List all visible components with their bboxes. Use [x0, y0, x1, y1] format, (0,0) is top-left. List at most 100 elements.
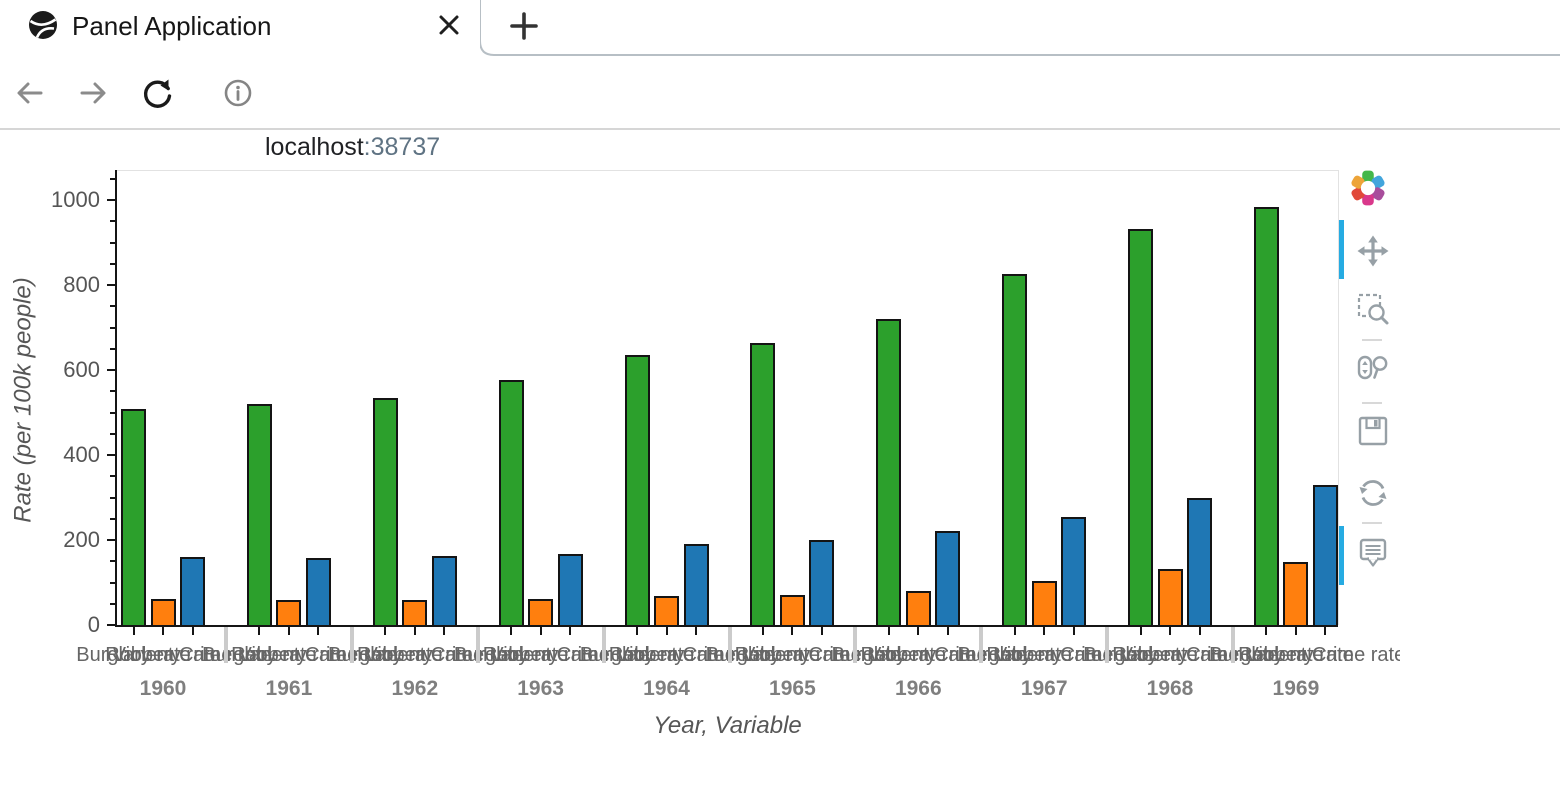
x-group-label: 1966: [894, 677, 942, 700]
y-tick-label: 0: [87, 612, 100, 637]
hover-tool-button[interactable]: [1356, 536, 1390, 570]
x-bar-tick: [569, 627, 572, 635]
reload-button[interactable]: [140, 76, 174, 110]
x-bar-tick: [132, 627, 135, 635]
bar: [557, 554, 583, 625]
bar: [1283, 562, 1309, 625]
plot-border-right: [1338, 170, 1339, 625]
y-minor-tick: [110, 432, 115, 435]
x-group-label: 1965: [769, 677, 816, 700]
x-bar-tick: [443, 627, 446, 635]
y-tick-label: 600: [63, 357, 100, 382]
x-group-label: 1967: [1020, 677, 1068, 700]
globe-favicon-icon: [29, 11, 57, 39]
bar: [180, 557, 205, 625]
back-button[interactable]: [13, 76, 47, 110]
group-separator: [1231, 627, 1235, 663]
box-zoom-tool-button[interactable]: [1356, 292, 1390, 326]
site-info-icon[interactable]: [221, 76, 255, 110]
x-axis-label: Year, Variable: [653, 712, 802, 739]
save-tool-button[interactable]: [1356, 414, 1390, 448]
bar: [779, 595, 805, 625]
x-category-label: Burglary rate: [1083, 644, 1198, 666]
y-minor-tick: [110, 241, 115, 244]
x-category-label: Violent Crime rate: [490, 644, 650, 666]
group-separator: [853, 627, 858, 663]
y-tick-label: 1000: [51, 187, 100, 212]
bar: [1157, 569, 1183, 625]
x-category-label: Burglary rate: [76, 644, 191, 666]
y-minor-tick: [110, 560, 115, 563]
group-separator: [727, 627, 732, 663]
x-category-label: Violent Crime rate: [364, 644, 525, 666]
y-major-tick: [107, 624, 115, 626]
bar: [935, 531, 961, 625]
x-category-label: Robbery rate: [356, 644, 473, 666]
hover-active-indicator: [1339, 526, 1344, 585]
x-category-label: Burglary rate: [957, 644, 1072, 666]
x-bar-tick: [1198, 627, 1201, 635]
y-minor-tick: [110, 411, 115, 414]
bar: [1061, 517, 1087, 625]
bokeh-logo-icon[interactable]: [1347, 167, 1389, 209]
address-bar[interactable]: localhost:38737: [265, 133, 440, 162]
x-bar-tick: [539, 627, 542, 635]
bar: [121, 409, 146, 625]
x-group-label: 1969: [1272, 677, 1320, 700]
x-category-label: Violent Crime rate: [742, 644, 902, 666]
x-bar-tick: [1324, 627, 1327, 635]
reset-tool-button[interactable]: [1356, 476, 1390, 510]
y-minor-tick: [110, 347, 115, 350]
tab-title: Panel Application: [72, 11, 272, 41]
forward-button[interactable]: [76, 76, 110, 110]
x-bar-tick: [510, 627, 513, 635]
bar: [1031, 581, 1057, 625]
bar: [809, 540, 835, 625]
x-category-label: Violent Crime rate: [867, 644, 1028, 666]
x-bar-tick: [946, 627, 949, 635]
x-bar-tick: [917, 627, 920, 635]
x-category-label: Burglary rate: [328, 644, 443, 666]
x-category-label: Violent Crime rate: [1119, 644, 1280, 666]
x-bar-tick: [191, 627, 194, 635]
x-category-label: Violent Crime rate: [616, 644, 776, 666]
tab-close-icon[interactable]: [434, 10, 464, 40]
x-bar-tick: [695, 627, 697, 635]
bar: [431, 556, 457, 625]
plot-canvas[interactable]: [117, 170, 1338, 625]
x-category-label: Burglary rate: [579, 644, 695, 666]
new-tab-button[interactable]: [508, 10, 540, 42]
x-bar-tick: [1265, 627, 1268, 635]
x-category-label: Robbery rate: [608, 644, 725, 666]
x-bar-tick: [1043, 627, 1046, 635]
x-category-label: Violent Crime rate: [238, 644, 399, 666]
toolbar-divider: [1362, 522, 1382, 524]
x-axis-line: [115, 625, 1338, 627]
x-group-label: 1961: [265, 677, 313, 700]
y-minor-tick: [110, 262, 115, 265]
browser-navbar: localhost:38737: [0, 57, 1560, 161]
y-minor-tick: [110, 581, 115, 584]
browser-tab-strip: Panel Application: [0, 0, 1560, 57]
url-host: localhost: [265, 133, 364, 161]
x-category-label: Burglary rate: [202, 644, 317, 666]
pan-tool-button[interactable]: [1356, 234, 1390, 268]
x-bar-tick: [1013, 627, 1016, 635]
x-category-label: Violent Crime rate: [993, 644, 1154, 666]
y-tick-label: 400: [63, 442, 100, 467]
x-category-label: Robbery rate: [986, 644, 1102, 666]
y-major-tick: [107, 284, 115, 286]
x-bar-tick: [665, 627, 668, 635]
x-bar-tick: [287, 627, 290, 635]
browser-tab[interactable]: Panel Application: [0, 0, 480, 57]
plot-border-top: [117, 170, 1338, 171]
x-bar-tick: [791, 627, 794, 635]
bokeh-figure: 0 200 400 600 800 1000 Burglary rate Burglary r…: [0, 160, 1400, 790]
group-separator: [475, 627, 480, 663]
bar: [624, 355, 650, 625]
wheel-zoom-tool-button[interactable]: [1356, 350, 1390, 384]
y-major-tick: [107, 539, 115, 541]
bar: [905, 591, 931, 625]
y-minor-tick: [110, 305, 115, 308]
y-minor-tick: [110, 517, 115, 520]
